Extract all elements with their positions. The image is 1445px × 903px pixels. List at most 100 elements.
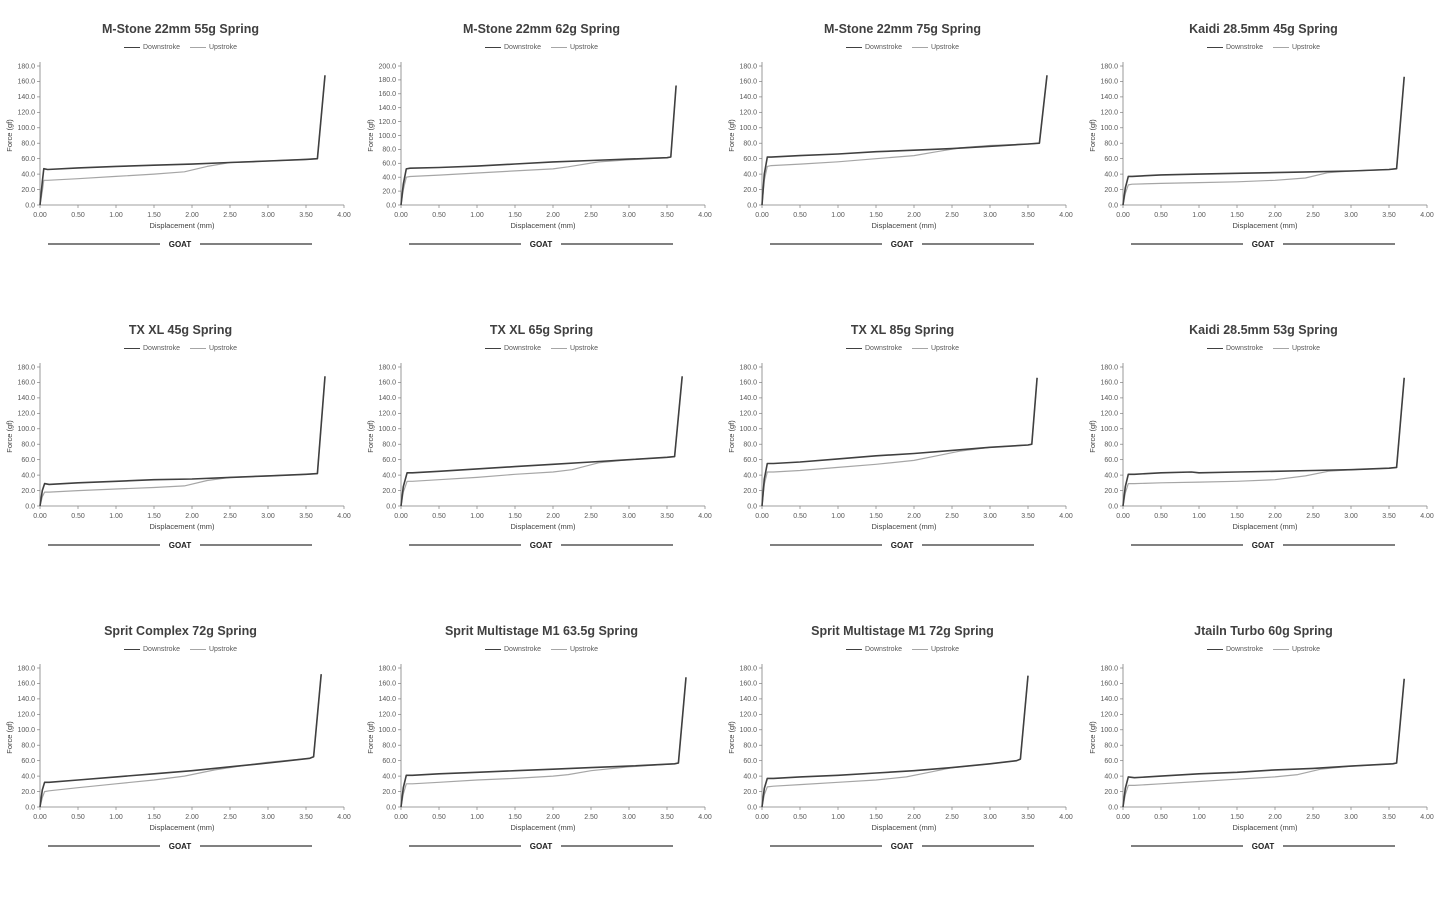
x-tick-label: 3.00 (983, 513, 997, 520)
y-tick-label: 60.0 (382, 758, 396, 765)
footer-label-bg (160, 539, 200, 550)
x-tick-label: 1.50 (147, 814, 161, 821)
chart-panel: 0.0 20.0 40.0 60.0 80.0 100.0 120.0 140.0 160.0 1… (1083, 301, 1444, 601)
x-tick-label: 0.50 (71, 814, 85, 821)
footer-label-bg (882, 238, 922, 249)
downstroke-line (400, 85, 677, 206)
chart-legend: Downstroke Upstroke (722, 345, 1083, 352)
y-tick-label: 60.0 (21, 457, 35, 464)
y-tick-label: 40.0 (382, 773, 396, 780)
chart-panel: 0.0 20.0 40.0 60.0 80.0 100.0 120.0 140.0 160.0 1… (1083, 602, 1444, 902)
x-tick-label: 1.50 (508, 513, 522, 520)
y-tick-label: 160.0 (739, 681, 757, 688)
y-tick-label: 160.0 (378, 380, 396, 387)
legend-swatch (189, 46, 206, 48)
legend-label: Downstroke (1226, 44, 1263, 51)
x-tick-label: 2.50 (223, 814, 237, 821)
y-tick-label: 160.0 (378, 681, 396, 688)
x-axis-title: Displacement (mm) (1232, 522, 1298, 531)
x-tick-label: 3.50 (1382, 814, 1396, 821)
x-tick-label: 1.00 (831, 814, 845, 821)
legend-item: Downstroke (1207, 646, 1263, 653)
x-axis-title: Displacement (mm) (871, 522, 937, 531)
chart-title: TX XL 65g Spring (489, 323, 594, 337)
y-tick-label: 180.0 (1100, 665, 1118, 672)
footer-label: GOAT (530, 240, 553, 249)
footer-label: GOAT (1252, 541, 1275, 550)
legend-swatch (1272, 46, 1289, 48)
y-tick-label: 180.0 (739, 665, 757, 672)
y-tick-label: 140.0 (378, 395, 396, 402)
x-tick-label: 1.50 (1230, 212, 1244, 219)
y-tick-label: 180.0 (17, 364, 35, 371)
y-tick-label: 180.0 (378, 364, 396, 371)
y-tick-label: 100.0 (378, 426, 396, 433)
legend-swatch (189, 347, 206, 349)
legend-label: Upstroke (569, 646, 598, 653)
legend-label: Downstroke (1226, 345, 1263, 352)
chart-title: M-Stone 22mm 75g Spring (824, 22, 981, 36)
chart-title: Jtailn Turbo 60g Spring (1194, 624, 1333, 638)
y-tick-label: 80.0 (1104, 743, 1118, 750)
x-tick-label: 2.00 (1268, 814, 1282, 821)
x-tick-label: 1.50 (869, 513, 883, 520)
chart-legend: Downstroke Upstroke (361, 345, 722, 352)
legend-swatch (189, 648, 206, 650)
legend-swatch (1207, 648, 1223, 650)
y-tick-label: 100.0 (17, 727, 35, 734)
y-tick-label: 160.0 (1100, 79, 1118, 86)
x-tick-label: 3.00 (1344, 212, 1358, 219)
downstroke-line (400, 376, 683, 507)
y-tick-label: 120.0 (378, 712, 396, 719)
x-tick-label: 1.00 (831, 513, 845, 520)
chart-plot: 0.0 20.0 40.0 60.0 80.0 100.0 120.0 140.0 160.0 1… (1088, 363, 1434, 550)
legend-label: Downstroke (1226, 646, 1263, 653)
x-tick-label: 0.00 (755, 814, 769, 821)
y-tick-label: 140.0 (378, 105, 396, 112)
x-tick-label: 3.00 (622, 513, 636, 520)
y-tick-label: 120.0 (17, 110, 35, 117)
x-tick-label: 1.50 (869, 212, 883, 219)
x-tick-label: 2.50 (584, 814, 598, 821)
legend-label: Upstroke (930, 345, 959, 352)
x-axis-title: Displacement (mm) (871, 221, 937, 230)
chart-panel: 0.0 20.0 40.0 60.0 80.0 100.0 120.0 140.0 160.0 1… (722, 602, 1083, 902)
legend-swatch (846, 347, 862, 349)
y-tick-label: 160.0 (17, 681, 35, 688)
x-tick-label: 3.00 (622, 212, 636, 219)
legend-item: Upstroke (1272, 646, 1320, 653)
legend-label: Downstroke (143, 44, 180, 51)
y-tick-label: 60.0 (743, 457, 757, 464)
footer-label: GOAT (169, 240, 192, 249)
footer-label: GOAT (891, 240, 914, 249)
downstroke-line (1122, 377, 1405, 507)
chart-legend: Downstroke Upstroke (722, 646, 1083, 653)
x-tick-label: 2.00 (185, 212, 199, 219)
y-tick-label: 80.0 (382, 147, 396, 154)
legend-item: Downstroke (124, 345, 180, 352)
footer-label-bg (521, 539, 561, 550)
x-tick-label: 3.00 (1344, 513, 1358, 520)
y-tick-label: 0.0 (25, 503, 35, 510)
x-axis-title: Displacement (mm) (149, 522, 215, 531)
chart-legend: Downstroke Upstroke (1083, 345, 1444, 352)
legend-label: Downstroke (865, 345, 902, 352)
downstroke-line (761, 675, 1029, 808)
x-tick-label: 0.00 (33, 814, 47, 821)
y-axis-title: Force (gf) (1088, 119, 1097, 152)
legend-swatch (846, 648, 862, 650)
y-axis-title: Force (gf) (1088, 721, 1097, 754)
x-tick-label: 3.50 (660, 814, 674, 821)
footer-label-bg (521, 238, 561, 249)
upstroke-line (761, 377, 1038, 507)
y-tick-label: 120.0 (739, 712, 757, 719)
y-tick-label: 140.0 (378, 696, 396, 703)
x-tick-label: 1.50 (1230, 513, 1244, 520)
y-tick-label: 40.0 (743, 171, 757, 178)
legend-item: Upstroke (1272, 345, 1320, 352)
x-tick-label: 4.00 (1420, 212, 1434, 219)
legend-item: Downstroke (846, 345, 902, 352)
legend-swatch (485, 648, 501, 650)
y-tick-label: 40.0 (382, 472, 396, 479)
legend-item: Downstroke (1207, 345, 1263, 352)
